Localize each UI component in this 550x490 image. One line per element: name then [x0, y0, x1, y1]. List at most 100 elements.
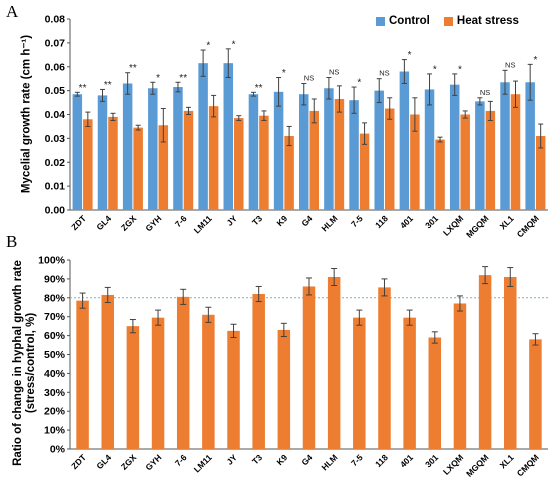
chart-a-bar-control-10 — [324, 88, 334, 210]
chart-a-bar-control-15 — [449, 84, 460, 210]
chart-a-bar-heat-12 — [384, 108, 395, 210]
chart-a-significance-1: ** — [104, 80, 112, 91]
chart-b-y-tick-label-2: 20% — [44, 406, 66, 418]
panel-b-letter: B — [6, 232, 18, 251]
chart-a-tick-label-7: T3 — [250, 213, 264, 227]
chart-a-tick-label-9: G4 — [299, 213, 314, 228]
chart-b-bar-17 — [504, 277, 517, 449]
chart-b-bar-8 — [277, 329, 291, 449]
chart-b-bar-6 — [227, 330, 240, 449]
chart-a-bar-control-6 — [223, 63, 234, 211]
chart-b-bar-0 — [76, 300, 89, 449]
chart-a-significance-15: * — [458, 64, 462, 75]
chart-a-bar-control-2 — [122, 83, 133, 210]
chart-a-bar-control-8 — [273, 91, 284, 210]
chart-b-tick-label-5: LM11 — [192, 452, 214, 474]
chart-b-y-tick-label-4: 40% — [44, 368, 66, 380]
chart-b-y-tick-label-6: 60% — [44, 330, 66, 342]
chart-a-significance-8: * — [282, 68, 286, 79]
legend-swatch-heat — [443, 16, 453, 26]
legend-item-control: Control — [376, 15, 430, 27]
chart-b-bar-1 — [101, 294, 114, 449]
chart-b-tick-label-18: CMQM — [515, 452, 541, 478]
chart-b-y-tick-label-3: 30% — [44, 387, 66, 399]
chart-a-significance-0: ** — [79, 83, 87, 94]
chart-a-significance-16: NS — [480, 88, 490, 97]
chart-a-significance-9: NS — [304, 73, 314, 82]
chart-a-tick-label-13: 401 — [398, 213, 415, 230]
chart-a-bar-control-7 — [248, 94, 259, 210]
chart-a-bar-control-17 — [500, 82, 510, 210]
chart-a-significance-2: ** — [129, 63, 137, 74]
chart-a-tick-label-3: GYH — [143, 213, 163, 233]
chart-a-tick-label-1: GL4 — [94, 213, 113, 232]
chart-a-bar-heat-2 — [133, 127, 143, 210]
chart-b-y-tick-label-10: 100% — [38, 255, 66, 267]
legend-label-heat: Heat stress — [456, 15, 519, 27]
chart-b-bar-5 — [202, 314, 215, 449]
chart-a-tick-label-10: HLM — [319, 213, 339, 233]
chart-b-bar-11 — [353, 317, 366, 449]
chart-b-tick-label-2: ZGX — [119, 452, 139, 472]
chart-a-bar-control-4 — [173, 87, 183, 210]
chart-b-tick-label-0: ZDT — [69, 452, 88, 471]
chart-a-y-tick-label-5: 0.05 — [45, 85, 66, 97]
chart-a-significance-18: * — [533, 55, 537, 66]
chart-a-significance-10: NS — [329, 67, 339, 76]
chart-b-tick-label-17: XL1 — [498, 452, 516, 470]
chart-a-bar-control-0 — [72, 94, 83, 210]
chart-b-tick-label-15: LXQM — [441, 452, 465, 476]
chart-a-bar-heat-6 — [234, 118, 244, 210]
chart-a-bar-heat-16 — [485, 110, 496, 210]
chart-a-bar-control-3 — [148, 88, 158, 210]
chart-a-tick-label-11: 7-5 — [349, 213, 365, 229]
chart-a-y-tick-label-7: 0.07 — [45, 37, 66, 49]
chart-a-bar-heat-10 — [334, 98, 345, 210]
chart-a-tick-label-4: 7-6 — [173, 213, 189, 229]
chart-b-bar-13 — [403, 317, 416, 449]
chart-a-bar-heat-18 — [535, 135, 546, 210]
legend-label-control: Control — [389, 15, 430, 27]
chart-a-bar-control-5 — [198, 63, 208, 211]
chart-b-tick-label-16: MGQM — [464, 452, 490, 478]
chart-a-y-tick-label-6: 0.06 — [45, 61, 66, 73]
chart-a-tick-label-5: LM11 — [192, 213, 214, 235]
chart-a-bar-control-14 — [424, 89, 435, 210]
chart-b-y-tick-label-5: 50% — [44, 349, 66, 361]
chart-a-significance-12: NS — [379, 69, 389, 78]
chart-b-tick-label-14: 301 — [423, 452, 440, 469]
chart-a-y-tick-label-1: 0.01 — [45, 181, 66, 193]
chart-a-bar-control-1 — [97, 95, 108, 210]
chart-b-bar-2 — [126, 326, 140, 449]
chart-a-bar-heat-5 — [208, 106, 219, 210]
chart-a-significance-7: ** — [255, 83, 263, 94]
chart-a-significance-6: * — [232, 39, 236, 50]
chart-a-significance-4: ** — [179, 73, 187, 84]
chart-a-bar-control-13 — [399, 71, 410, 211]
chart-b-y-tick-label-0: 0% — [50, 444, 66, 456]
legend-swatch-control — [376, 16, 385, 26]
chart-a-y-tick-label-4: 0.04 — [45, 109, 66, 121]
chart-b-y-tick-label-1: 10% — [44, 425, 66, 437]
chart-a: 0.000.010.020.030.040.050.060.070.08** **… — [45, 14, 548, 240]
chart-b-tick-label-4: 7-6 — [173, 452, 189, 468]
chart-b-tick-label-3: GYH — [143, 452, 163, 472]
chart-b-bar-4 — [176, 296, 190, 449]
chart-a-bar-heat-0 — [83, 119, 93, 210]
chart-b-tick-label-8: K9 — [274, 452, 289, 467]
chart-a-significance-5: * — [206, 41, 210, 52]
chart-b-tick-label-10: HLM — [319, 452, 339, 472]
chart-b-bar-10 — [327, 277, 341, 449]
chart-b-bar-9 — [302, 286, 316, 449]
chart-a-bar-heat-14 — [435, 139, 445, 210]
chart-b-tick-label-11: 7-5 — [349, 452, 365, 468]
chart-a-bar-control-9 — [299, 94, 309, 210]
chart-a-tick-label-6: JY — [225, 213, 240, 228]
chart-a-bar-heat-9 — [309, 110, 319, 210]
chart-a-bar-control-11 — [349, 100, 359, 210]
chart-b-tick-label-7: T3 — [250, 452, 264, 466]
chart-a-tick-label-16: MGQM — [464, 213, 490, 239]
chart-b-y-tick-label-9: 90% — [44, 273, 66, 285]
chart-a-y-tick-label-3: 0.03 — [45, 133, 66, 145]
